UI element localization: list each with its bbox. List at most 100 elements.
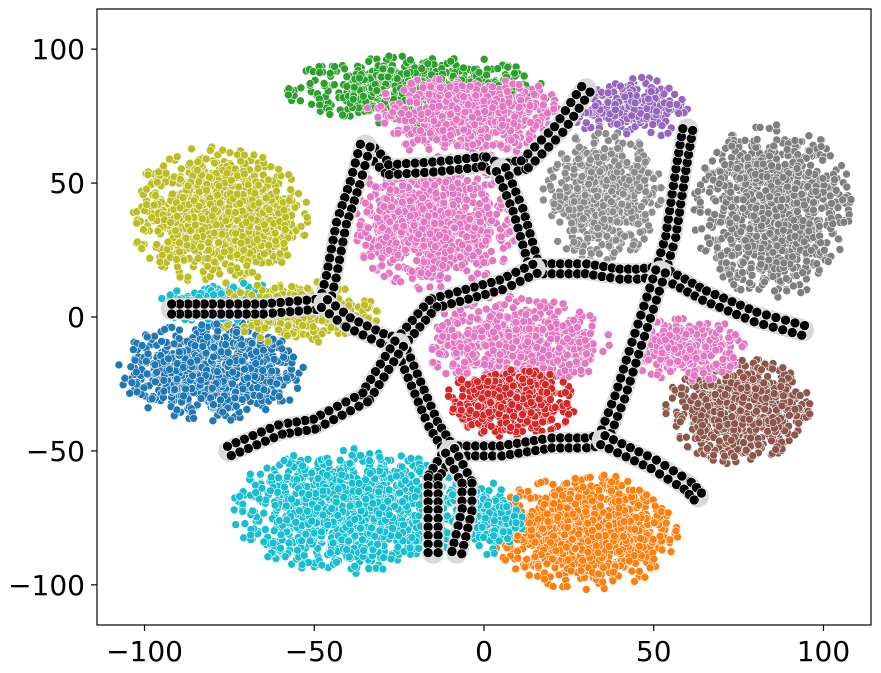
scatter-point: [812, 259, 822, 269]
scatter-point: [629, 167, 639, 177]
scatter-point: [430, 242, 440, 251]
scatter-point: [488, 140, 498, 150]
scatter-point: [657, 121, 667, 130]
scatter-point: [474, 67, 484, 77]
scatter-point: [465, 184, 475, 193]
scatter-point: [424, 145, 434, 154]
scatter-point: [142, 200, 151, 209]
scatter-point: [253, 164, 263, 173]
scatter-point: [569, 197, 579, 206]
scatter-point: [342, 82, 352, 91]
scatter-point: [172, 152, 182, 161]
scatter-point: [355, 220, 365, 230]
scatter-point: [426, 82, 436, 91]
scatter-point: [363, 223, 373, 233]
scatter-point: [472, 259, 481, 268]
scatter-point: [599, 153, 609, 162]
scatter-point: [445, 82, 455, 92]
scatter-point: [315, 68, 324, 77]
scatter-point: [601, 129, 611, 138]
scatter-point: [294, 189, 303, 198]
scatter-point: [510, 68, 519, 78]
scatter-point: [183, 181, 193, 191]
scatter-point: [325, 110, 335, 119]
scatter-point: [376, 101, 386, 111]
scatter-point: [402, 69, 412, 78]
scatter-point: [470, 223, 480, 233]
scatter-point: [581, 118, 591, 128]
scatter-point: [260, 220, 269, 229]
scatter-point: [516, 95, 526, 105]
scatter-point: [529, 90, 539, 99]
scatter-point: [378, 223, 387, 232]
scatter-point: [447, 183, 457, 192]
scatter-point: [434, 101, 444, 111]
scatter-point: [429, 116, 439, 126]
scatter-point: [525, 118, 535, 127]
scatter-point: [569, 165, 579, 174]
scatter-point: [423, 108, 433, 117]
scatter-point: [366, 251, 376, 261]
scatter-point: [207, 211, 217, 221]
scatter-point: [279, 205, 289, 215]
scatter-point: [635, 227, 645, 237]
scatter-point: [165, 154, 174, 164]
scatter-point: [277, 258, 287, 267]
scatter-point: [380, 118, 390, 128]
scatter-point: [238, 206, 247, 216]
scatter-point: [443, 273, 453, 283]
scatter-point: [580, 190, 590, 200]
scatter-point: [768, 272, 778, 281]
scatter-point: [474, 210, 483, 219]
scatter-point: [418, 204, 428, 214]
scatter-point: [539, 93, 549, 102]
scatter-point: [436, 83, 445, 93]
scatter-point: [260, 249, 269, 259]
scatter-point: [417, 64, 427, 73]
scatter-point: [553, 160, 562, 169]
scatter-point: [479, 85, 489, 94]
scatter-point: [414, 284, 424, 294]
scatter-point: [218, 145, 227, 155]
scatter-point: [204, 245, 213, 255]
scatter-point: [665, 100, 675, 109]
scatter-point: [330, 80, 339, 89]
scatter-point: [151, 191, 160, 200]
scatter-point: [416, 268, 426, 278]
scatter-point: [514, 80, 524, 89]
scatter-point: [652, 106, 661, 116]
scatter-point: [248, 268, 257, 277]
scatter-point: [545, 181, 555, 191]
scatter-point: [399, 86, 409, 95]
scatter-point: [373, 113, 383, 122]
scatter-point: [175, 272, 185, 282]
scatter-point: [166, 218, 175, 227]
scatter-point: [307, 100, 316, 109]
scatter-point: [614, 161, 624, 170]
scatter-point: [214, 181, 224, 191]
scatter-point: [250, 188, 260, 198]
scatter-point: [459, 92, 469, 101]
scatter-point: [296, 83, 306, 93]
scatter-point: [424, 90, 434, 99]
scatter-point: [340, 64, 349, 74]
scatter-point: [168, 189, 177, 199]
scatter-point: [496, 232, 506, 242]
scatter-point: [659, 89, 669, 99]
scatter-point: [708, 156, 717, 166]
scatter-point: [191, 220, 200, 230]
scatter-point: [595, 249, 604, 259]
scatter-point: [377, 261, 387, 270]
scatter-point: [481, 236, 491, 246]
scatter-point: [729, 280, 739, 289]
scatter-point: [388, 107, 398, 117]
scatter-point: [373, 213, 382, 223]
scatter-point: [358, 91, 368, 101]
scatter-point: [363, 103, 372, 113]
scatter-point: [384, 51, 394, 61]
scatter-point: [598, 201, 608, 210]
scatter-point: [642, 112, 652, 121]
scatter-point: [468, 251, 478, 260]
scatter-point: [459, 125, 469, 135]
